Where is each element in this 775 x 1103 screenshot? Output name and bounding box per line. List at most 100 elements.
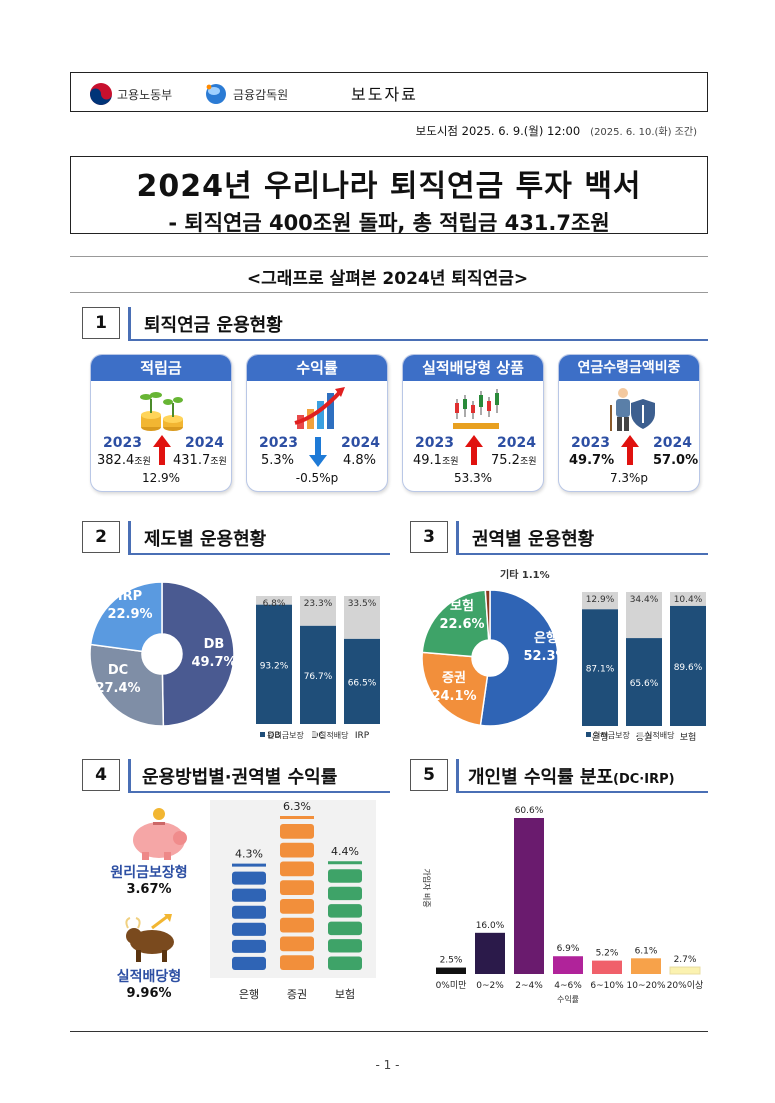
pie-value: 49.7% xyxy=(191,655,236,670)
legend-swatch-guaranteed xyxy=(586,732,591,737)
card-return: 수익률 2023 2024 5.3% 4.8% -0.5%p xyxy=(246,354,388,492)
card-head: 적립금 xyxy=(91,355,231,381)
bar-segment-guaranteed xyxy=(344,638,380,724)
x-tick-label: 보험 xyxy=(680,732,697,743)
x-tick-label: IRP xyxy=(355,731,370,741)
pie-slice xyxy=(484,589,491,641)
bar-segment xyxy=(280,880,314,895)
bar-segment xyxy=(328,921,362,936)
arrow-up-icon xyxy=(621,435,639,465)
card-head: 수익률 xyxy=(247,355,387,381)
card-year-2: 2024 xyxy=(185,435,224,451)
graph-title: <그래프로 살펴본 2024년 퇴직연금> xyxy=(246,269,529,289)
bar-label-guaranteed: 87.1% xyxy=(586,665,615,675)
pie-label: IRP xyxy=(118,589,142,604)
bar xyxy=(669,966,701,975)
main-title: 2024년 우리나라 퇴직연금 투자 백서 xyxy=(136,169,642,204)
bar-segment-performance xyxy=(670,592,706,606)
bar-value-label: 4.3% xyxy=(235,848,263,861)
section-underline xyxy=(128,791,390,793)
bar-cap xyxy=(328,861,362,865)
press-release-label: 보도자료 xyxy=(351,85,418,104)
release-time-morning: (2025. 6. 10.(화) 조간) xyxy=(590,127,697,138)
bar-value-label: 6.3% xyxy=(283,800,311,813)
section-bar xyxy=(128,307,131,339)
x-tick-label: 6~10% xyxy=(590,981,624,991)
pie-slice xyxy=(421,651,489,727)
fss-logo: 금융감독원 xyxy=(203,82,288,106)
card-change: 53.3% xyxy=(453,471,493,485)
card-head: 연금수령금액비중 xyxy=(559,355,699,381)
section-underline xyxy=(456,791,708,793)
card-year-1: 2023 xyxy=(415,435,454,451)
section-3-title: 권역별 운용현황 xyxy=(472,529,595,550)
pie-label: DC xyxy=(108,663,128,678)
section-bar xyxy=(456,521,459,553)
bar-segment xyxy=(280,917,314,933)
bar xyxy=(514,818,544,974)
card-change: -0.5%p xyxy=(295,471,339,485)
section-2-title: 제도별 운용현황 xyxy=(144,529,267,550)
bar-label-performance: 23.3% xyxy=(304,599,333,609)
section-bar xyxy=(128,521,131,553)
pie-slice xyxy=(89,581,163,653)
card-value-2: 75.2조원 xyxy=(491,453,537,468)
legend-performance: 실적배당 xyxy=(645,730,675,740)
release-time-main: 보도시점 2025. 6. 9.(월) 12:00 xyxy=(415,124,581,138)
y-axis-label: 가입자 비중 xyxy=(422,868,431,907)
section-2-number: 2 xyxy=(82,521,120,553)
divider xyxy=(70,256,708,257)
bar-segment xyxy=(280,936,314,952)
card-reserve: 적립금 2023 2024 382.4조원 431.7조원 12.9% xyxy=(90,354,232,492)
pie-label: DB xyxy=(204,637,225,652)
footer-divider xyxy=(70,1031,708,1032)
x-tick-label: 10~20% xyxy=(627,981,666,991)
bar-label-performance: 12.9% xyxy=(586,595,615,605)
card-value-1: 382.4조원 xyxy=(97,453,151,468)
growth-chart-icon xyxy=(294,387,345,429)
x-tick-label: 20%이상 xyxy=(667,980,704,991)
pie-slice xyxy=(479,589,559,727)
legend-swatch-performance xyxy=(638,732,643,737)
bar-value-label: 2.7% xyxy=(674,955,697,965)
section-3-number: 3 xyxy=(410,521,448,553)
bar-segment xyxy=(232,871,266,885)
chart-return-distribution: 2.5% 0%미만 16.0% 0~2% 60.6% 2~4% 6.9% 4~6% 5.2% 6~… xyxy=(422,806,704,1004)
legend-performance: 실적배당 xyxy=(319,730,349,740)
pie-label: 보험 xyxy=(450,598,474,614)
bar-label-performance: 10.4% xyxy=(674,595,703,605)
chart-system: DB 49.7% DC 27.4% IRP 22.9% 6.8% 93.2% DB 23.3% 76… xyxy=(89,581,380,741)
bar-segment-guaranteed xyxy=(582,609,618,726)
bar-segment xyxy=(232,939,266,953)
bar-value-label: 4.4% xyxy=(331,845,359,858)
bar-segment xyxy=(328,956,362,970)
x-tick-label: 증권 xyxy=(287,988,307,1001)
pie-slice xyxy=(89,643,165,727)
card-year-2: 2024 xyxy=(341,435,380,451)
bar-label-guaranteed: 66.5% xyxy=(348,678,377,688)
bar-segment-performance xyxy=(626,592,662,639)
bar xyxy=(553,956,583,974)
bar-value-label: 2.5% xyxy=(440,956,463,966)
card-performance-products: 실적배당형 상품 2023 2024 49.1조원 75.2조원 53.3% xyxy=(402,354,544,492)
bar-segment xyxy=(328,904,362,918)
x-tick-label: 은행 xyxy=(239,988,259,1001)
piggy-bank-icon xyxy=(133,808,187,860)
legend-swatch-guaranteed xyxy=(260,732,265,737)
bar-segment-guaranteed xyxy=(300,625,336,724)
elderly-shield-icon xyxy=(610,388,655,431)
candlestick-icon xyxy=(453,389,499,429)
moel-logo: 고용노동부 xyxy=(89,82,172,106)
card-year-1: 2023 xyxy=(571,435,610,451)
pie-value: 24.1% xyxy=(431,689,476,704)
release-time: 보도시점 2025. 6. 9.(월) 12:00 (2025. 6. 10.(화… xyxy=(416,123,697,139)
pie-label-other: 기타 1.1% xyxy=(500,568,550,581)
fss-emblem-icon xyxy=(206,84,226,104)
bar-segment xyxy=(232,888,266,902)
divider xyxy=(70,292,708,293)
bar-cap xyxy=(280,816,314,819)
bull-icon xyxy=(125,914,174,962)
bar-segment xyxy=(280,899,314,914)
bar-value-label: 5.2% xyxy=(596,949,619,959)
coin-sprout-icon xyxy=(140,392,183,431)
